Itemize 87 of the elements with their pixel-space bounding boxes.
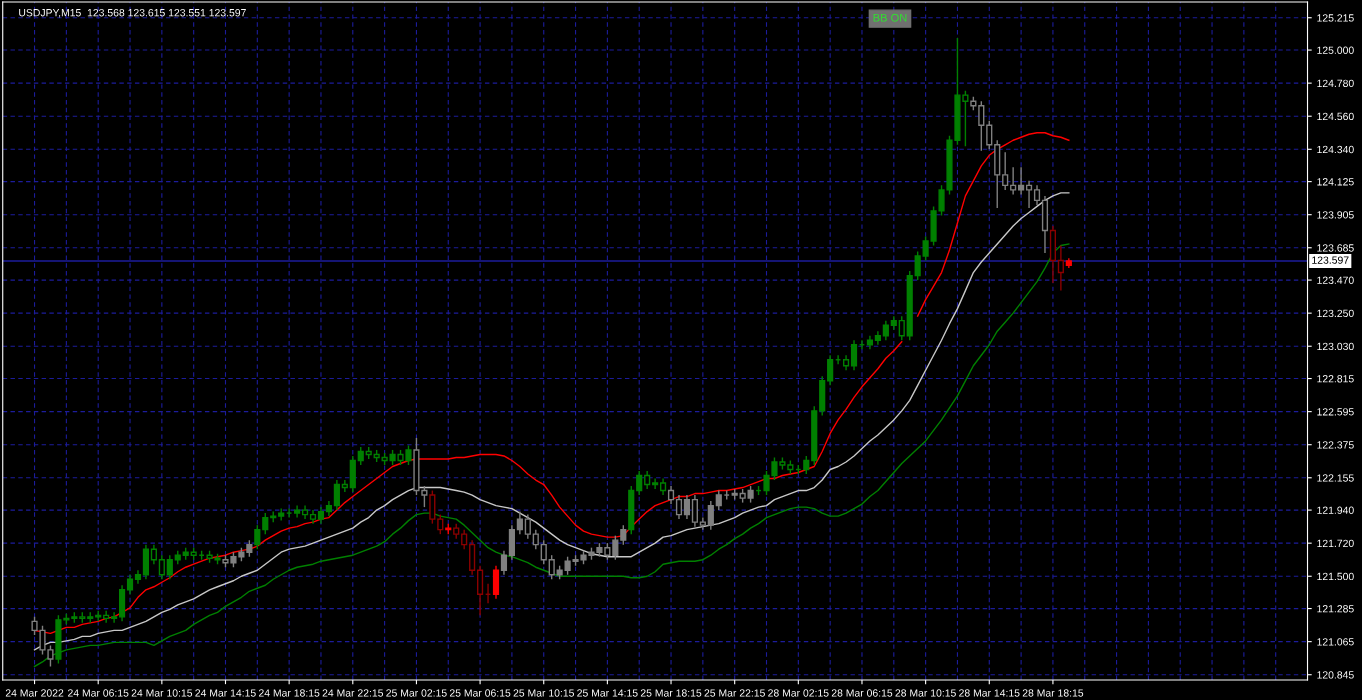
candlestick bbox=[882, 319, 889, 341]
x-tick-label: 25 Mar 22:15 bbox=[704, 689, 765, 697]
candlestick bbox=[1018, 166, 1025, 196]
y-tick-label: 124.340 bbox=[1317, 145, 1354, 154]
candlestick bbox=[158, 554, 165, 580]
candlestick bbox=[620, 524, 627, 546]
candlestick bbox=[986, 120, 993, 150]
candlestick bbox=[978, 100, 985, 152]
candlestick bbox=[341, 479, 348, 493]
candlestick bbox=[675, 494, 683, 520]
candlestick bbox=[636, 470, 643, 496]
candlestick bbox=[111, 611, 118, 624]
x-tick-label: 28 Mar 10:15 bbox=[895, 689, 956, 697]
y-tick-label: 125.215 bbox=[1317, 14, 1354, 22]
y-tick-label: 123.685 bbox=[1317, 244, 1354, 252]
x-tick-label: 24 Mar 14:15 bbox=[195, 689, 256, 697]
x-tick-label: 24 Mar 10:15 bbox=[131, 689, 193, 697]
y-tick-label: 123.250 bbox=[1317, 309, 1354, 318]
candlestick bbox=[254, 524, 261, 550]
x-tick-label: 28 Mar 06:15 bbox=[831, 689, 893, 697]
y-tick-label: 122.155 bbox=[1317, 474, 1354, 482]
candlestick bbox=[827, 354, 834, 387]
candlestick bbox=[803, 455, 810, 475]
x-tick-label: 24 Mar 2022 bbox=[5, 689, 64, 697]
x-tick-label: 24 Mar 06:15 bbox=[68, 689, 129, 697]
candlestick bbox=[898, 315, 905, 341]
candlestick bbox=[707, 500, 714, 531]
candlestick bbox=[166, 554, 173, 580]
candlestick bbox=[1002, 151, 1009, 191]
y-tick-label: 120.845 bbox=[1317, 671, 1354, 679]
x-tick-label: 24 Mar 18:15 bbox=[258, 689, 320, 697]
x-tick-label: 28 Mar 02:15 bbox=[768, 689, 829, 697]
candlestick bbox=[715, 489, 722, 511]
x-tick-label: 28 Mar 14:15 bbox=[959, 689, 1020, 697]
candlestick bbox=[914, 250, 921, 281]
candlestick bbox=[548, 554, 555, 580]
candlestick bbox=[644, 470, 651, 490]
annotation: BB ON bbox=[873, 13, 907, 22]
candlestick bbox=[150, 543, 157, 565]
y-tick-label: 121.500 bbox=[1317, 572, 1354, 581]
candlestick bbox=[103, 610, 110, 624]
candlestick bbox=[691, 494, 698, 528]
text: USDJPY,M15 123.568 123.615 123.551 123.597 bbox=[19, 9, 246, 18]
y-tick-label: 122.815 bbox=[1317, 375, 1354, 383]
y-tick-label: 123.905 bbox=[1317, 211, 1354, 219]
y-tick-label: 123.470 bbox=[1317, 276, 1354, 284]
y-tick-label: 124.560 bbox=[1317, 112, 1354, 121]
candlestick bbox=[667, 485, 675, 505]
candlestick bbox=[437, 513, 444, 535]
candlestick bbox=[1010, 166, 1017, 196]
y-tick-label: 124.125 bbox=[1317, 178, 1354, 186]
candlestick bbox=[1033, 184, 1041, 206]
x-tick-label: 25 Mar 14:15 bbox=[577, 689, 638, 697]
candlestick bbox=[922, 235, 929, 262]
candlestick bbox=[524, 513, 531, 540]
candlestick bbox=[683, 494, 691, 520]
candlestick bbox=[500, 549, 508, 576]
candlestick bbox=[516, 510, 523, 535]
candlestick bbox=[652, 477, 659, 490]
candlestick bbox=[612, 534, 619, 561]
x-tick-label: 25 Mar 18:15 bbox=[640, 689, 702, 697]
y-tick-label: 125.000 bbox=[1317, 46, 1354, 54]
ref-line-label: 123.597 bbox=[1312, 256, 1349, 264]
y-tick-label: 121.940 bbox=[1317, 506, 1354, 514]
y-tick-label: 121.285 bbox=[1317, 605, 1354, 613]
y-tick-label: 122.375 bbox=[1317, 441, 1354, 449]
candlestick bbox=[1057, 244, 1064, 292]
candlestick bbox=[540, 539, 547, 565]
x-tick-label: 25 Mar 06:15 bbox=[449, 689, 511, 697]
y-tick-label: 121.065 bbox=[1317, 638, 1354, 646]
candlestick bbox=[850, 339, 858, 371]
candlestick bbox=[126, 574, 134, 595]
candlestick bbox=[262, 512, 269, 535]
x-tick-label: 24 Mar 22:15 bbox=[322, 689, 384, 697]
y-tick-label: 121.720 bbox=[1317, 539, 1354, 548]
x-tick-label: 25 Mar 02:15 bbox=[386, 689, 447, 697]
candlestick bbox=[461, 528, 468, 550]
candlestick bbox=[286, 507, 293, 519]
candlestick bbox=[333, 479, 340, 511]
candlestick bbox=[357, 446, 364, 466]
x-tick-label: 28 Mar 18:15 bbox=[1022, 689, 1084, 697]
y-tick-label: 122.595 bbox=[1317, 408, 1354, 416]
y-tick-label: 124.780 bbox=[1317, 79, 1354, 88]
candlestick bbox=[532, 528, 539, 550]
y-tick-label: 123.030 bbox=[1317, 342, 1354, 351]
candlestick bbox=[1025, 180, 1033, 209]
x-tick-label: 25 Mar 10:15 bbox=[513, 689, 574, 697]
